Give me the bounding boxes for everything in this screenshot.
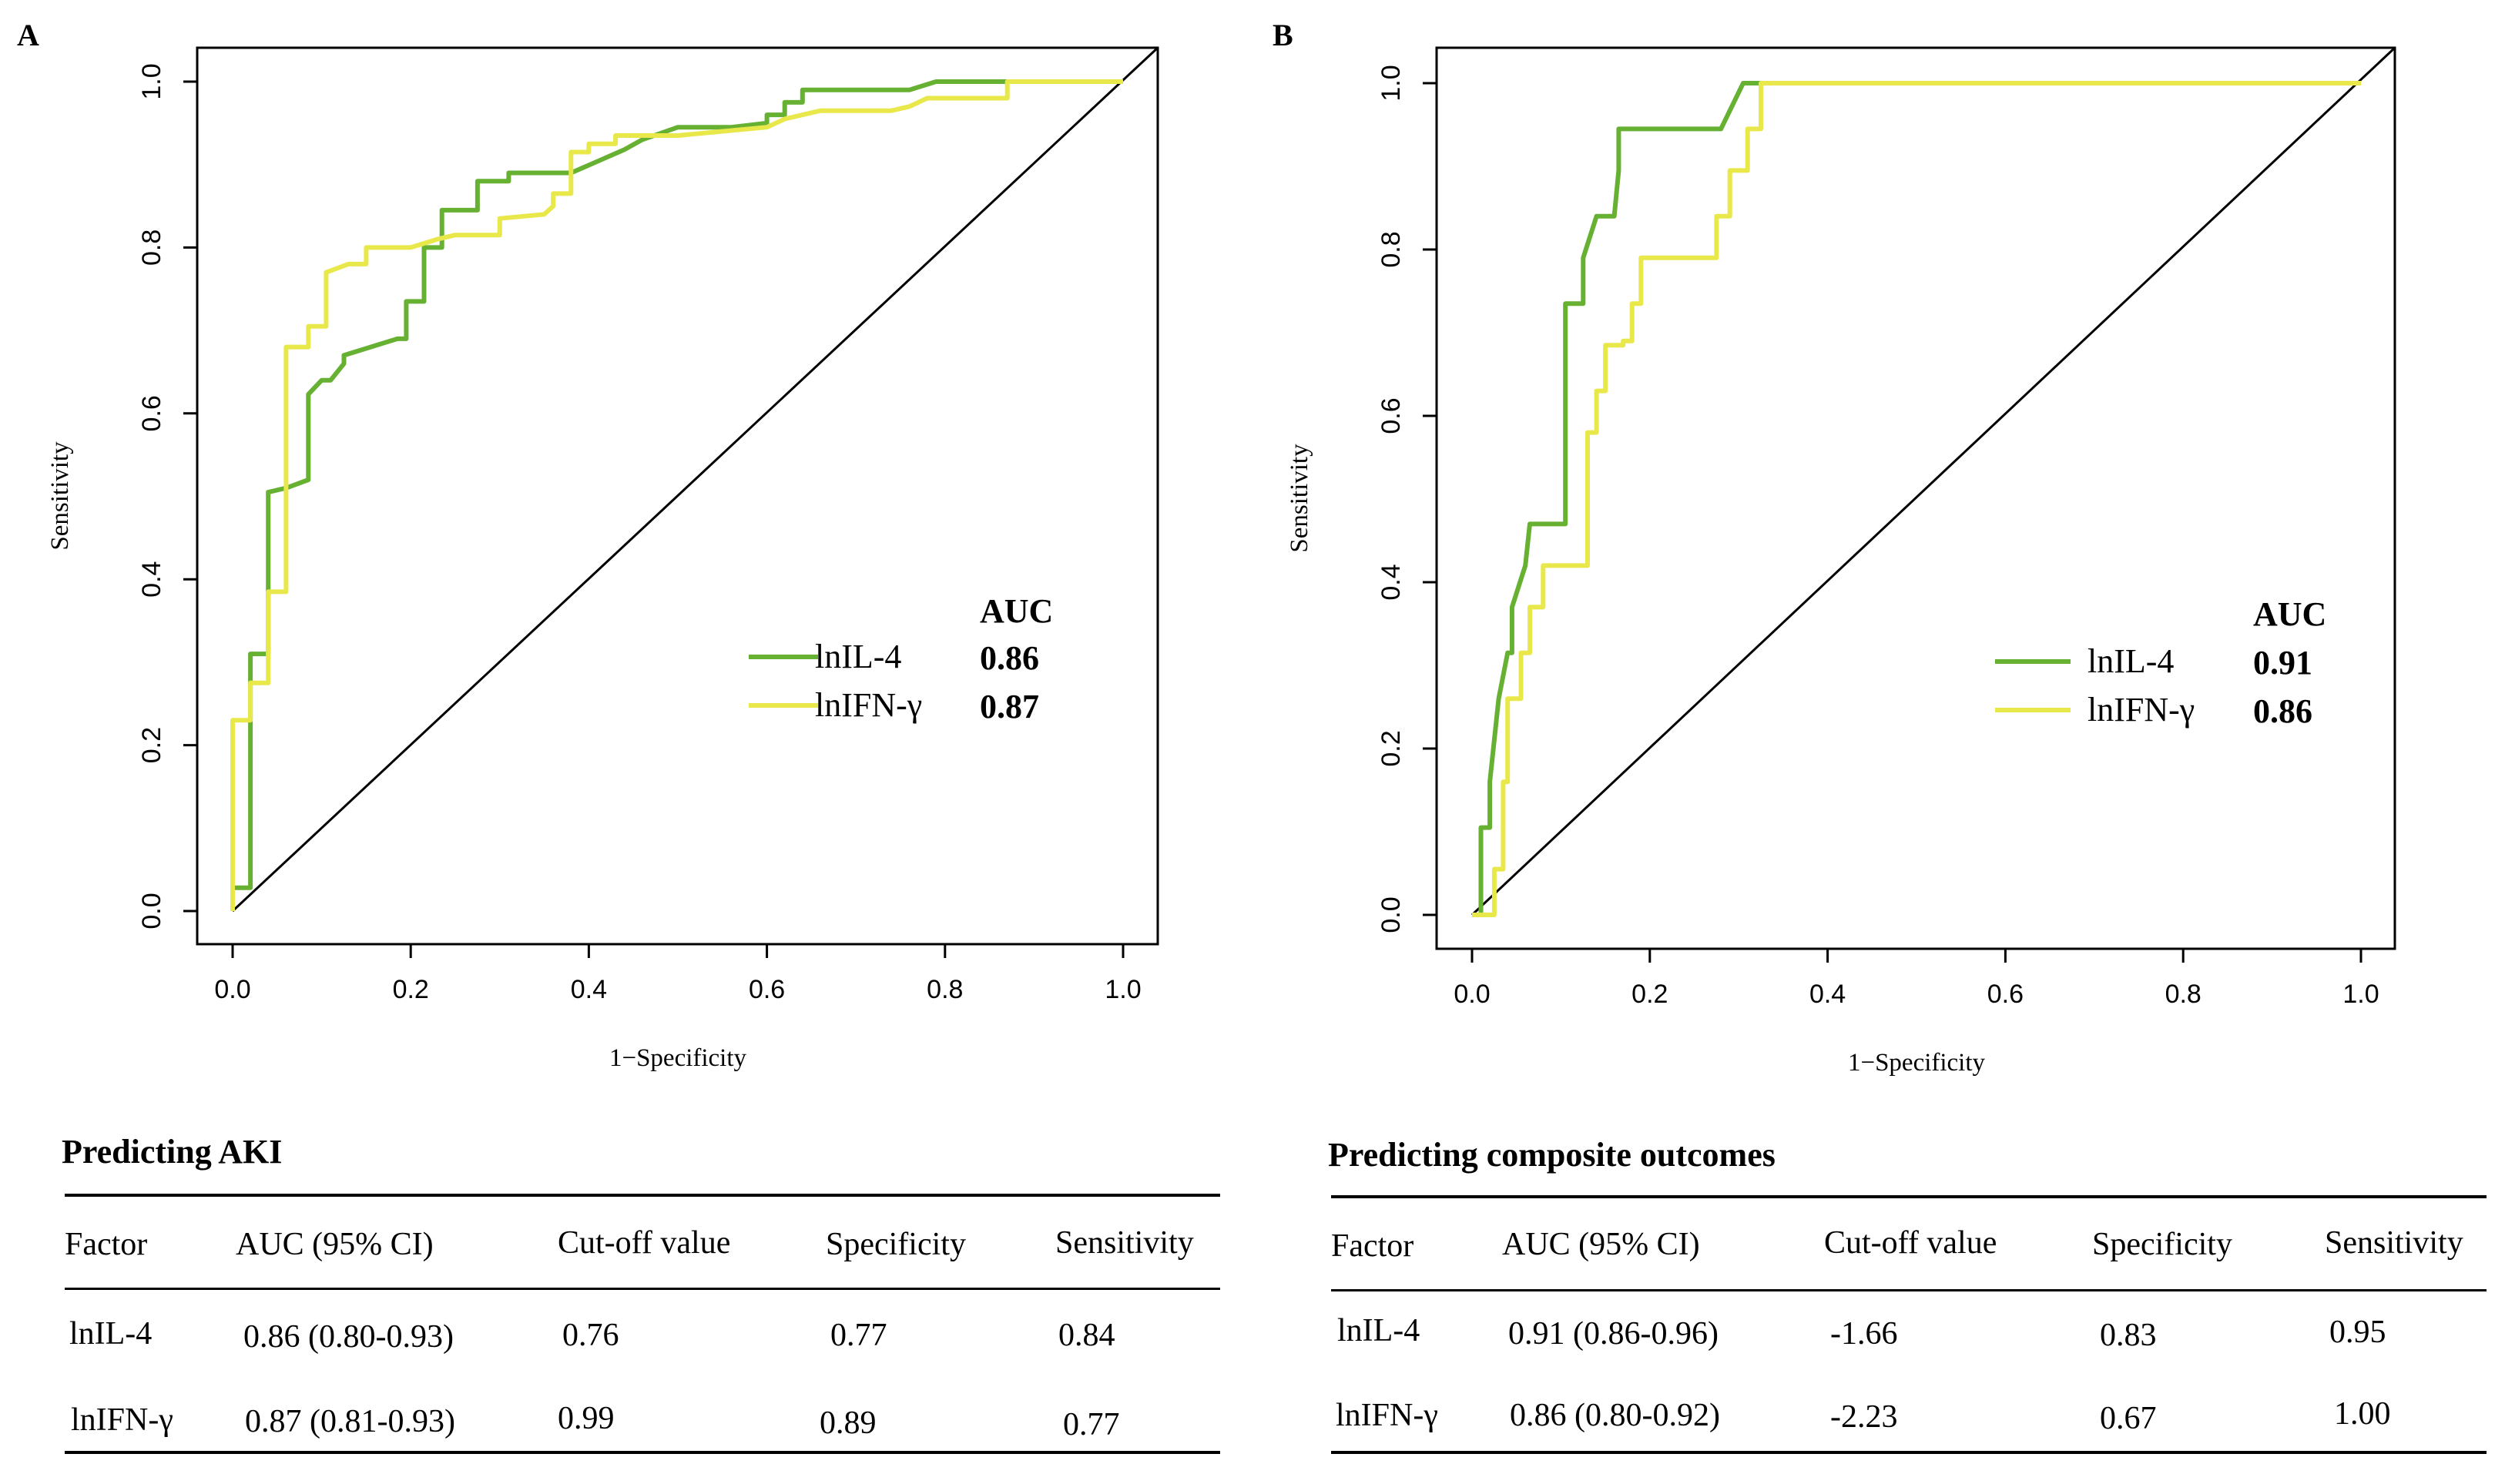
table-bottom-rule <box>65 1451 1220 1454</box>
table-cell: 0.84 <box>1058 1318 1115 1353</box>
header-auc: AUC (95% CI) <box>236 1227 434 1262</box>
y-tick-label: 0.2 <box>137 727 166 763</box>
table-cell: 0.86 (0.80-0.92) <box>1510 1398 1720 1433</box>
table-cell: 0.91 (0.86-0.96) <box>1508 1316 1719 1352</box>
legend-header: AUC <box>980 592 1053 630</box>
header-sensitivity: Sensitivity <box>1055 1225 1194 1261</box>
table-cell: 0.77 <box>830 1318 887 1353</box>
x-tick-label: 0.6 <box>749 975 785 1004</box>
y-tick-label: 0.0 <box>1377 896 1406 933</box>
y-tick-label: 0.6 <box>1377 397 1406 434</box>
x-axis-label: 1−Specificity <box>1848 1049 1986 1077</box>
header-sensitivity: Sensitivity <box>2325 1225 2463 1261</box>
plot-frame <box>1435 46 2396 950</box>
y-tick-label: 0.0 <box>137 893 166 929</box>
series-line-lnifn <box>230 79 1123 911</box>
x-tick-label: 0.6 <box>1987 980 2024 1009</box>
reference-diagonal <box>1470 46 2396 916</box>
x-tick-label: 0.8 <box>927 975 963 1004</box>
x-tick-label: 0.0 <box>214 975 250 1004</box>
legend-auc-value: 0.86 <box>2253 692 2312 730</box>
x-tick-label: 1.0 <box>2342 980 2379 1009</box>
table-cell: lnIFN-γ <box>71 1402 173 1438</box>
x-tick-label: 0.2 <box>393 975 429 1004</box>
header-factor: Factor <box>65 1227 148 1262</box>
y-tick-label: 0.2 <box>1377 730 1406 766</box>
table-predicting-aki: Predicting AKI Factor AUC (95% CI) Cut-o… <box>60 1124 1231 1463</box>
table-cell: 0.83 <box>2100 1318 2157 1353</box>
table-top-rule <box>65 1194 1220 1197</box>
y-tick-label: 0.4 <box>137 561 166 598</box>
y-tick-label: 1.0 <box>137 63 166 99</box>
table-title: Predicting composite outcomes <box>1328 1136 1776 1174</box>
legend-auc-value: 0.91 <box>2253 644 2312 682</box>
y-tick-label: 0.8 <box>137 229 166 266</box>
table-cell: 0.89 <box>820 1405 877 1441</box>
table-cell: 0.76 <box>562 1318 619 1353</box>
roc-chart-a: 0.0 0.2 0.4 0.6 0.8 1.0 0.0 0.2 0.4 0.6 0.8 1.0 1−Sp… <box>46 46 1159 1072</box>
y-axis-label: Sensitivity <box>46 441 74 551</box>
series-line-lnil4 <box>1472 81 2361 917</box>
table-bottom-rule <box>1331 1451 2487 1454</box>
header-specificity: Specificity <box>2092 1227 2232 1262</box>
roc-chart-b: 0.0 0.2 0.4 0.6 0.8 1.0 0.0 0.2 0.4 0.6 0.8 1.0 1−Sp… <box>1286 46 2396 1077</box>
table-title: Predicting AKI <box>62 1133 283 1171</box>
x-tick-label: 0.4 <box>571 975 607 1004</box>
header-cutoff: Cut-off value <box>1824 1225 1997 1261</box>
series-line-lnil4 <box>230 79 1123 911</box>
x-tick-label: 0.0 <box>1454 980 1490 1009</box>
table-cell: 0.67 <box>2100 1401 2157 1436</box>
legend-label: lnIL-4 <box>2088 642 2174 680</box>
panel-letter-b: B <box>1273 18 1293 52</box>
x-tick-label: 0.2 <box>1631 980 1668 1009</box>
table-cell: 0.95 <box>2329 1315 2386 1350</box>
table-cell: 0.86 (0.80-0.93) <box>243 1319 454 1355</box>
legend-label: lnIFN-γ <box>815 686 922 724</box>
table-cell: 1.00 <box>2334 1396 2391 1432</box>
y-tick-label: 0.6 <box>137 395 166 431</box>
series-line-lnifn <box>1472 81 2361 917</box>
x-tick-label: 0.8 <box>2165 980 2202 1009</box>
table-cell: 0.99 <box>558 1401 615 1436</box>
header-cutoff: Cut-off value <box>558 1225 731 1261</box>
table-header-rule <box>1331 1289 2487 1291</box>
plot-frame <box>196 46 1159 946</box>
x-tick-label: 0.4 <box>1809 980 1846 1009</box>
legend-label: lnIL-4 <box>815 638 901 675</box>
table-predicting-composite: Predicting composite outcomes Factor AUC… <box>1326 1124 2497 1463</box>
table-cell: 0.77 <box>1063 1407 1120 1442</box>
table-cell: lnIL-4 <box>69 1316 153 1352</box>
table-cell: 0.87 (0.81-0.93) <box>245 1404 455 1439</box>
y-tick-label: 0.4 <box>1377 564 1406 600</box>
x-tick-label: 1.0 <box>1105 975 1141 1004</box>
header-specificity: Specificity <box>826 1227 966 1262</box>
legend-label: lnIFN-γ <box>2088 691 2195 729</box>
y-axis-label: Sensitivity <box>1286 444 1313 553</box>
x-axis-label: 1−Specificity <box>609 1044 747 1072</box>
reference-diagonal <box>231 46 1159 913</box>
panel-letter-a: A <box>17 18 39 52</box>
table-top-rule <box>1331 1195 2487 1198</box>
table-cell: lnIFN-γ <box>1336 1398 1438 1433</box>
legend-auc-value: 0.86 <box>980 639 1039 677</box>
y-tick-label: 1.0 <box>1377 65 1406 101</box>
header-factor: Factor <box>1331 1228 1414 1264</box>
header-auc: AUC (95% CI) <box>1502 1227 1700 1262</box>
y-tick-label: 0.8 <box>1377 231 1406 267</box>
table-cell: lnIL-4 <box>1337 1313 1420 1348</box>
table-cell: -1.66 <box>1830 1316 1898 1352</box>
legend-header: AUC <box>2253 595 2326 633</box>
table-cell: -2.23 <box>1830 1399 1898 1435</box>
table-header-rule <box>65 1288 1220 1290</box>
legend-auc-value: 0.87 <box>980 688 1039 725</box>
